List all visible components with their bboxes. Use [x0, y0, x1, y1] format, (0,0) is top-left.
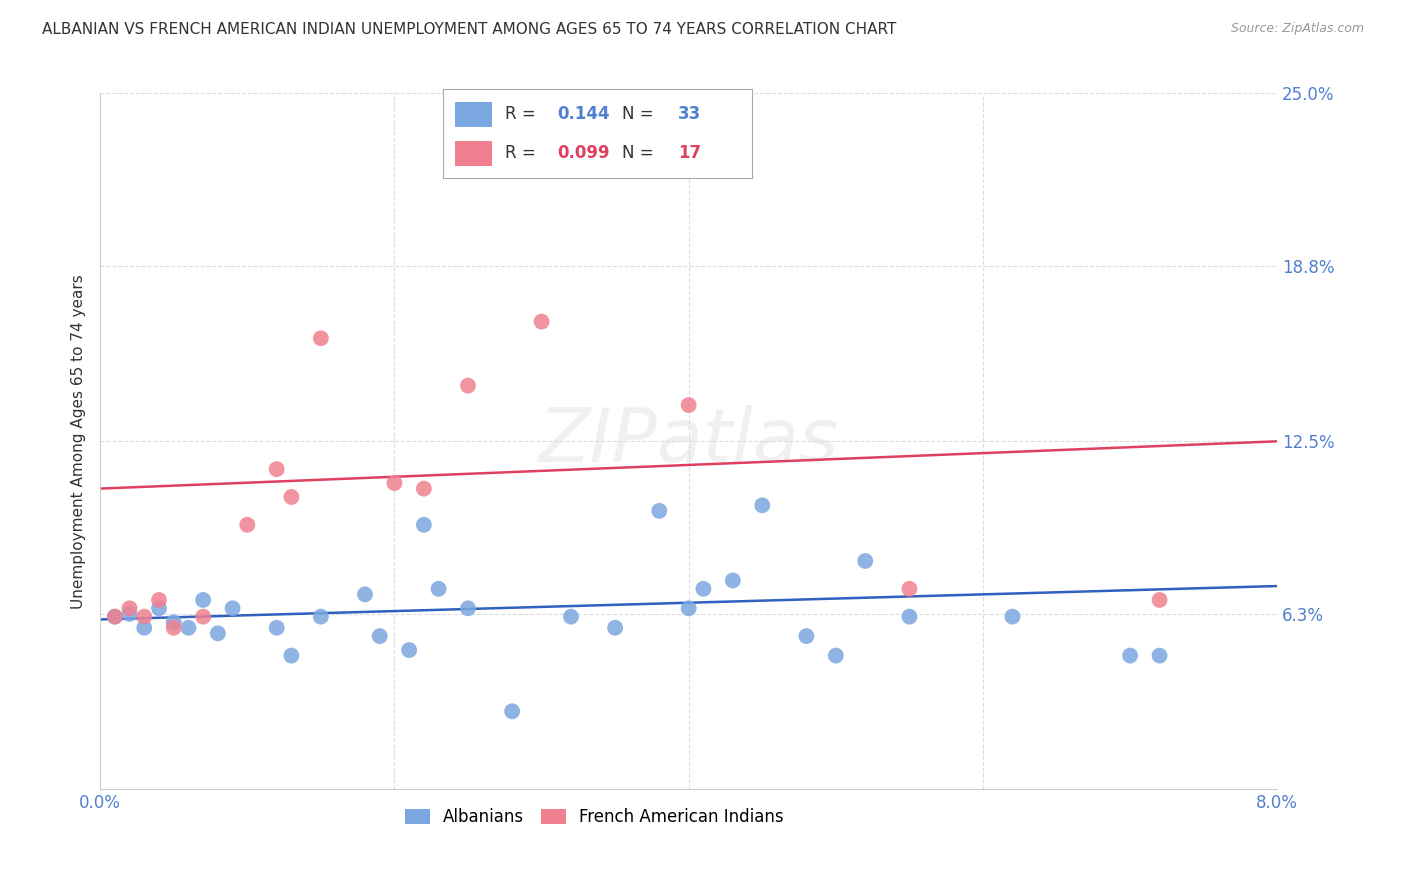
Point [530, 315, 553, 329]
FancyBboxPatch shape [456, 141, 492, 166]
Point [148, 601, 170, 615]
Point [118, 607, 141, 621]
Text: ZIPatlas: ZIPatlas [538, 405, 839, 477]
Point [280, 648, 302, 663]
Point [177, 621, 200, 635]
Point [368, 629, 391, 643]
Point [457, 378, 479, 392]
Point [898, 609, 921, 624]
Point [692, 582, 714, 596]
Point [457, 601, 479, 615]
Point [384, 476, 406, 491]
Point [309, 331, 332, 345]
Point [1149, 648, 1171, 663]
Point [824, 648, 846, 663]
Point [501, 704, 523, 718]
Point [118, 601, 141, 615]
Point [605, 621, 627, 635]
Point [648, 504, 671, 518]
Point [898, 582, 921, 596]
Text: Source: ZipAtlas.com: Source: ZipAtlas.com [1230, 22, 1364, 36]
Point [427, 582, 450, 596]
Point [104, 609, 127, 624]
Legend: Albanians, French American Indians: Albanians, French American Indians [398, 802, 790, 833]
Point [236, 517, 259, 532]
Point [148, 593, 170, 607]
Point [1149, 593, 1171, 607]
Text: R =: R = [505, 105, 541, 123]
Text: N =: N = [623, 105, 659, 123]
Point [104, 609, 127, 624]
Point [412, 482, 434, 496]
Text: 0.099: 0.099 [557, 145, 610, 162]
Text: 17: 17 [678, 145, 702, 162]
Point [678, 601, 700, 615]
Point [721, 574, 744, 588]
Point [163, 621, 186, 635]
Point [221, 601, 243, 615]
Point [853, 554, 876, 568]
Point [412, 517, 434, 532]
Point [751, 498, 773, 512]
Text: N =: N = [623, 145, 659, 162]
Point [280, 490, 302, 504]
Point [163, 615, 186, 630]
Text: 33: 33 [678, 105, 702, 123]
Point [134, 609, 156, 624]
Point [266, 462, 288, 476]
Point [191, 609, 214, 624]
Point [207, 626, 229, 640]
Point [398, 643, 420, 657]
Point [309, 609, 332, 624]
Point [560, 609, 582, 624]
Text: ALBANIAN VS FRENCH AMERICAN INDIAN UNEMPLOYMENT AMONG AGES 65 TO 74 YEARS CORREL: ALBANIAN VS FRENCH AMERICAN INDIAN UNEMP… [42, 22, 897, 37]
Point [678, 398, 700, 412]
Text: 0.144: 0.144 [557, 105, 610, 123]
Point [354, 587, 377, 601]
FancyBboxPatch shape [456, 102, 492, 127]
Point [134, 621, 156, 635]
Text: R =: R = [505, 145, 541, 162]
Point [1119, 648, 1142, 663]
Point [796, 629, 818, 643]
Point [1001, 609, 1024, 624]
Y-axis label: Unemployment Among Ages 65 to 74 years: Unemployment Among Ages 65 to 74 years [72, 274, 86, 608]
Point [266, 621, 288, 635]
Point [191, 593, 214, 607]
